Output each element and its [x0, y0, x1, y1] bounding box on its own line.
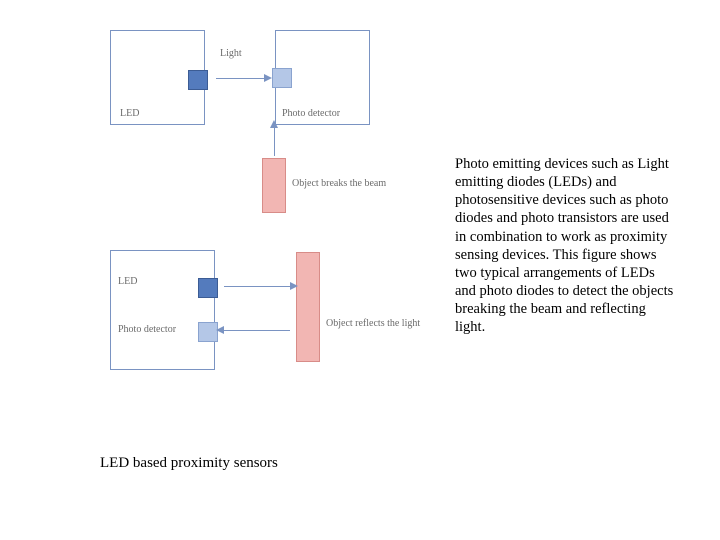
bottom-arrow-emit-line: [224, 286, 290, 287]
top-label-led: LED: [120, 108, 139, 119]
top-label-obj: Object breaks the beam: [292, 178, 386, 189]
top-label-light: Light: [220, 48, 242, 59]
top-pd-chip: [272, 68, 292, 88]
bottom-object: [296, 252, 320, 362]
top-label-pd: Photo detector: [282, 108, 340, 119]
description-paragraph: Photo emitting devices such as Light emi…: [455, 155, 675, 336]
bottom-arrow-emit-head: [290, 282, 298, 290]
bottom-outer-box: [110, 250, 215, 370]
bottom-led-chip: [198, 278, 218, 298]
top-arrow-obj-head: [270, 120, 278, 128]
top-led-chip: [188, 70, 208, 90]
top-arrow-obj-line: [274, 126, 275, 156]
figure-caption: LED based proximity sensors: [100, 455, 278, 472]
top-arrow-light-head: [264, 74, 272, 82]
bottom-label-led: LED: [118, 276, 137, 287]
bottom-arrow-reflect-head: [216, 326, 224, 334]
bottom-label-pd: Photo detector: [118, 324, 176, 335]
bottom-arrow-reflect-line: [224, 330, 290, 331]
top-object: [262, 158, 286, 213]
bottom-label-obj: Object reflects the light: [326, 318, 420, 329]
top-arrow-light-line: [216, 78, 264, 79]
diagram-area: Light LED Photo detector Object breaks t…: [100, 30, 430, 430]
bottom-pd-chip: [198, 322, 218, 342]
